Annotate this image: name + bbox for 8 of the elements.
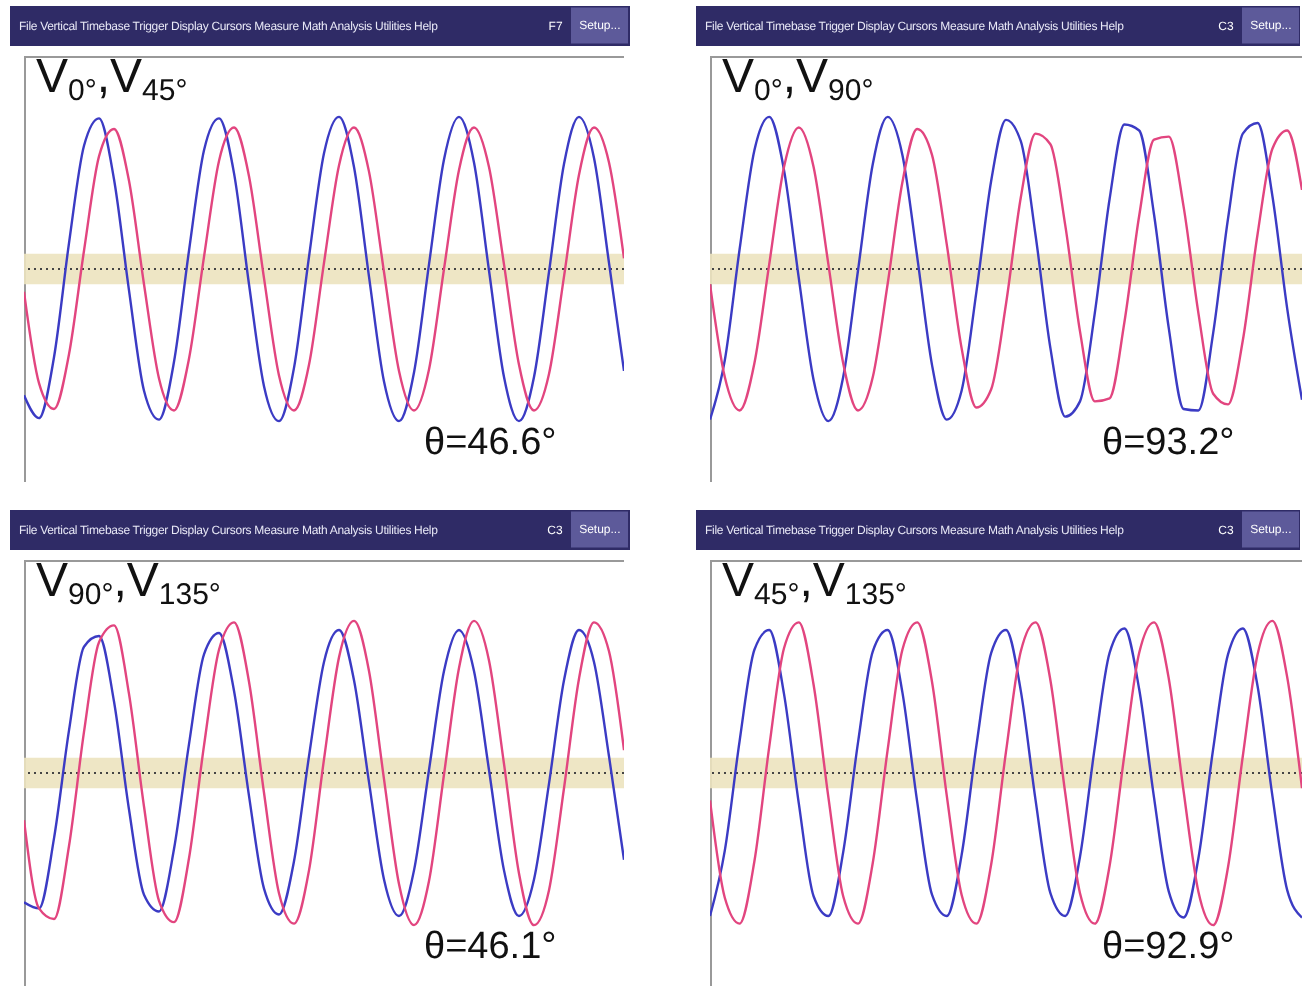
text: θ=93.2°	[1102, 422, 1235, 466]
text: θ=46.1°	[424, 926, 557, 970]
chart-title: V$_{45°}$,V$_{135°}$	[722, 554, 907, 612]
text: θ=46.6°	[424, 422, 557, 466]
chart-title: V$_{0°}$,V$_{45°}$	[36, 50, 188, 108]
text: θ=92.9°	[1102, 926, 1235, 970]
chart-title: V$_{90°}$,V$_{135°}$	[36, 554, 221, 612]
chart-title: V$_{0°}$,V$_{90°}$	[722, 50, 874, 108]
